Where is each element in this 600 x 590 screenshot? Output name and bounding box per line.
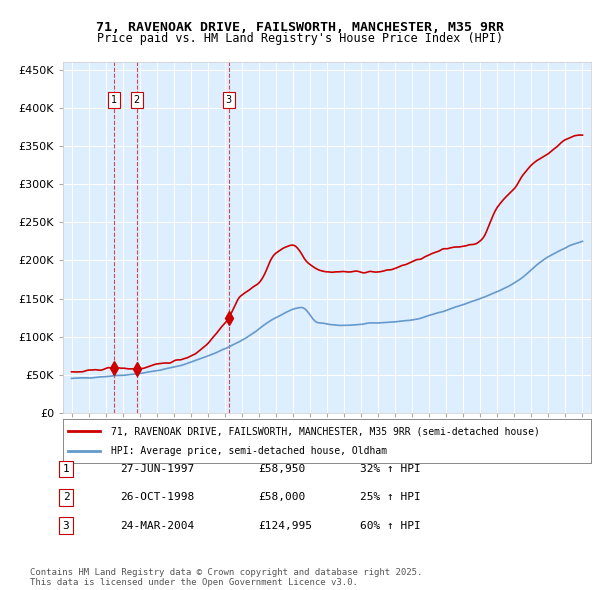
Text: 26-OCT-1998: 26-OCT-1998	[120, 493, 194, 502]
Text: 3: 3	[62, 521, 70, 530]
Text: 71, RAVENOAK DRIVE, FAILSWORTH, MANCHESTER, M35 9RR (semi-detached house): 71, RAVENOAK DRIVE, FAILSWORTH, MANCHEST…	[110, 427, 539, 436]
Text: 60% ↑ HPI: 60% ↑ HPI	[360, 521, 421, 530]
Text: HPI: Average price, semi-detached house, Oldham: HPI: Average price, semi-detached house,…	[110, 446, 386, 455]
Text: £58,000: £58,000	[258, 493, 305, 502]
Text: 27-JUN-1997: 27-JUN-1997	[120, 464, 194, 474]
Text: 25% ↑ HPI: 25% ↑ HPI	[360, 493, 421, 502]
Text: 24-MAR-2004: 24-MAR-2004	[120, 521, 194, 530]
Text: 1: 1	[62, 464, 70, 474]
Text: 71, RAVENOAK DRIVE, FAILSWORTH, MANCHESTER, M35 9RR: 71, RAVENOAK DRIVE, FAILSWORTH, MANCHEST…	[96, 21, 504, 34]
Text: 3: 3	[226, 95, 232, 105]
Text: 2: 2	[133, 95, 140, 105]
Text: Contains HM Land Registry data © Crown copyright and database right 2025.
This d: Contains HM Land Registry data © Crown c…	[30, 568, 422, 587]
Text: 2: 2	[62, 493, 70, 502]
Text: £124,995: £124,995	[258, 521, 312, 530]
Text: 1: 1	[111, 95, 117, 105]
Text: 32% ↑ HPI: 32% ↑ HPI	[360, 464, 421, 474]
Text: Price paid vs. HM Land Registry's House Price Index (HPI): Price paid vs. HM Land Registry's House …	[97, 32, 503, 45]
Text: £58,950: £58,950	[258, 464, 305, 474]
